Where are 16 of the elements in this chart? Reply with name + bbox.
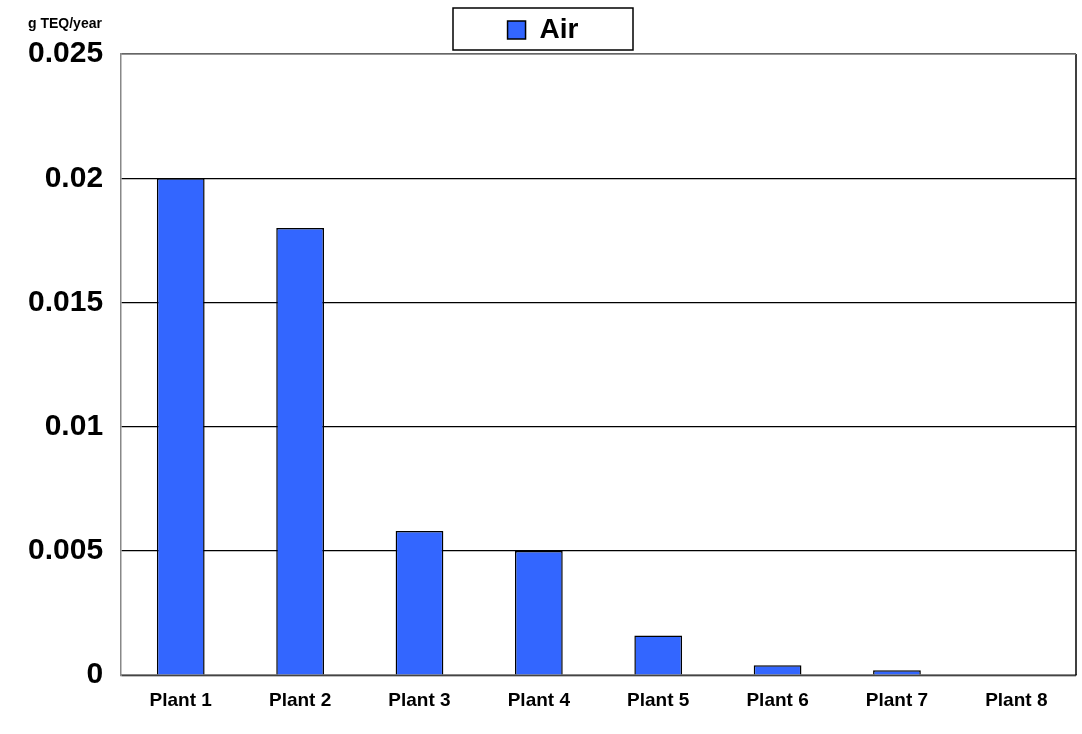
y-tick-label: 0.02 [44, 159, 104, 193]
y-tick-label: 0.01 [44, 407, 104, 441]
x-tick-label: Plant 4 [507, 688, 571, 710]
y-axis-title: g TEQ/year [28, 14, 103, 31]
y-tick-label: 0.005 [28, 532, 104, 566]
x-tick-label: Plant 6 [746, 688, 809, 710]
x-tick-label: Plant 1 [149, 688, 213, 710]
x-tick-label: Plant 7 [865, 688, 929, 710]
x-tick-label: Plant 8 [985, 688, 1048, 710]
legend-label: Air [539, 12, 579, 44]
y-tick-label: 0.015 [28, 283, 104, 317]
x-tick-label: Plant 5 [627, 688, 690, 710]
x-tick-label: Plant 2 [268, 688, 332, 710]
x-tick-label: Plant 3 [388, 688, 451, 710]
y-tick-label: 0.025 [28, 35, 104, 69]
y-tick-label: 0 [86, 656, 104, 690]
